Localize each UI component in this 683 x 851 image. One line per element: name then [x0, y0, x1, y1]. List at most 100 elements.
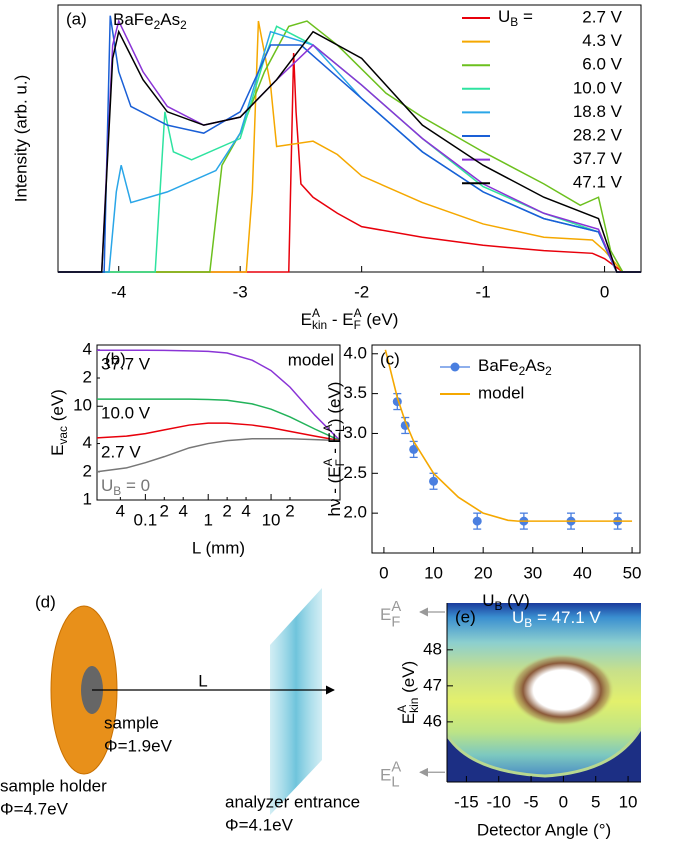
panel-label: (a): [66, 9, 87, 28]
text-part: ) (eV): [325, 382, 344, 425]
superscript: A: [321, 458, 335, 466]
analyzer-label: analyzer entrance: [225, 792, 360, 811]
annotation: UB = 47.1 V: [512, 608, 601, 630]
diagram: [50, 588, 335, 815]
analyzer-entrance: [270, 588, 322, 815]
legend-label: 2.7 V: [582, 7, 622, 26]
subscript: vac: [56, 426, 70, 445]
data-line: [58, 25, 641, 273]
text-part: E: [301, 310, 312, 329]
text-part: BaFe: [478, 356, 519, 375]
text-part: E: [48, 445, 67, 456]
legend-label: 18.8 V: [573, 102, 623, 121]
subscript: 2: [519, 364, 526, 378]
subscript: B: [524, 616, 532, 630]
subscript: B: [494, 599, 502, 613]
x-tick-label: 10: [424, 563, 443, 582]
y-tick-label: 46: [423, 711, 442, 730]
x-tick-label: -10: [486, 792, 511, 811]
x-tick-label: 5: [591, 792, 600, 811]
data-point: [472, 516, 482, 526]
image-edge: [447, 727, 641, 778]
annotation: BaFe2As2: [113, 10, 187, 32]
x-tick-label: 10: [262, 510, 281, 529]
series-label: 2.7 V: [101, 442, 141, 461]
subscript: 2: [180, 18, 187, 32]
data-line: [58, 29, 641, 273]
plot-frame: [96, 344, 341, 501]
superscript: A: [312, 306, 320, 320]
text-part: U: [101, 476, 113, 495]
text-part: (eV): [362, 310, 399, 329]
y-axis-label: Intensity (arb. u.): [11, 75, 30, 203]
series-label: UB = 0: [101, 476, 150, 498]
data-line: [97, 349, 341, 442]
data-point: [409, 444, 419, 454]
text-part: (eV): [48, 389, 67, 426]
y-tick-label: 2.5: [343, 463, 367, 482]
subscript: 2: [154, 18, 161, 32]
x-tick-label: 0: [600, 282, 609, 301]
text-part: E: [399, 713, 418, 724]
x-minor-tick-label: 2: [285, 501, 294, 520]
panel-label: (c): [380, 349, 400, 368]
x-tick-label: 0: [559, 792, 568, 811]
legend-label: BaFe2As2: [478, 356, 552, 378]
x-minor-tick-label: 2: [222, 501, 231, 520]
data-line: [58, 30, 641, 273]
sample-work-function: Φ=1.9eV: [104, 736, 173, 755]
superscript: A: [354, 306, 362, 320]
superscript: A: [321, 424, 335, 432]
data-line: [96, 422, 341, 442]
text-part: BaFe: [113, 10, 154, 29]
y-tick-label: 1: [83, 489, 92, 508]
arpes-image: [447, 603, 641, 782]
x-minor-tick-label: 4: [116, 501, 125, 520]
subscript: F: [391, 614, 400, 630]
x-tick-label: 0: [379, 563, 388, 582]
panel-label: (e): [455, 607, 476, 626]
model-line: [384, 349, 633, 522]
x-tick-label: -3: [233, 282, 248, 301]
y-axis-label: Evac (eV): [48, 389, 70, 456]
y-minor-tick-label: 4: [83, 433, 92, 452]
holder-work-function: Φ=4.7eV: [0, 799, 69, 818]
superscript: A: [395, 705, 409, 713]
superscript: A: [391, 759, 401, 775]
data-line: [96, 438, 341, 473]
data-point: [429, 476, 439, 486]
x-axis-label: UB (V): [482, 591, 530, 613]
distance-label: L: [198, 671, 207, 690]
y-tick-label: 3.5: [343, 383, 367, 402]
holder-label: sample holder: [0, 776, 107, 795]
series-label: 37.7 V: [101, 355, 151, 374]
text-part: = 47.1 V: [532, 608, 601, 627]
subscript: L: [391, 774, 399, 790]
energy-marker-label: EA F: [380, 599, 401, 630]
legend-marker: [450, 362, 460, 372]
data-line: [58, 53, 641, 273]
text-part: (eV): [399, 661, 418, 698]
plot-frame: [371, 344, 641, 554]
plot-frame: [57, 4, 642, 273]
annotation: model: [288, 350, 334, 369]
text-part: As: [525, 356, 545, 375]
subscript: B: [510, 15, 518, 29]
y-tick-label: 2.0: [343, 503, 367, 522]
series-label: 10.0 V: [101, 404, 151, 423]
energy-marker-label: EA L: [380, 759, 401, 790]
data-line: [58, 18, 641, 273]
legend-label: 6.0 V: [582, 55, 622, 74]
y-tick-label: 4.0: [343, 343, 367, 362]
subscript: kin: [312, 318, 327, 332]
sample-label: sample: [104, 713, 159, 732]
x-tick-label: -15: [454, 792, 479, 811]
x-tick-label: -5: [524, 792, 539, 811]
y-tick-label: 48: [423, 639, 442, 658]
y-axis-label: hν - (EAF - EAL) (eV): [321, 382, 347, 517]
subscript: F: [333, 459, 347, 466]
y-tick-label: 3.0: [343, 423, 367, 442]
text-part: U: [482, 591, 494, 610]
x-tick-label: 20: [474, 563, 493, 582]
y-axis-label: EAkin (eV): [395, 661, 421, 724]
